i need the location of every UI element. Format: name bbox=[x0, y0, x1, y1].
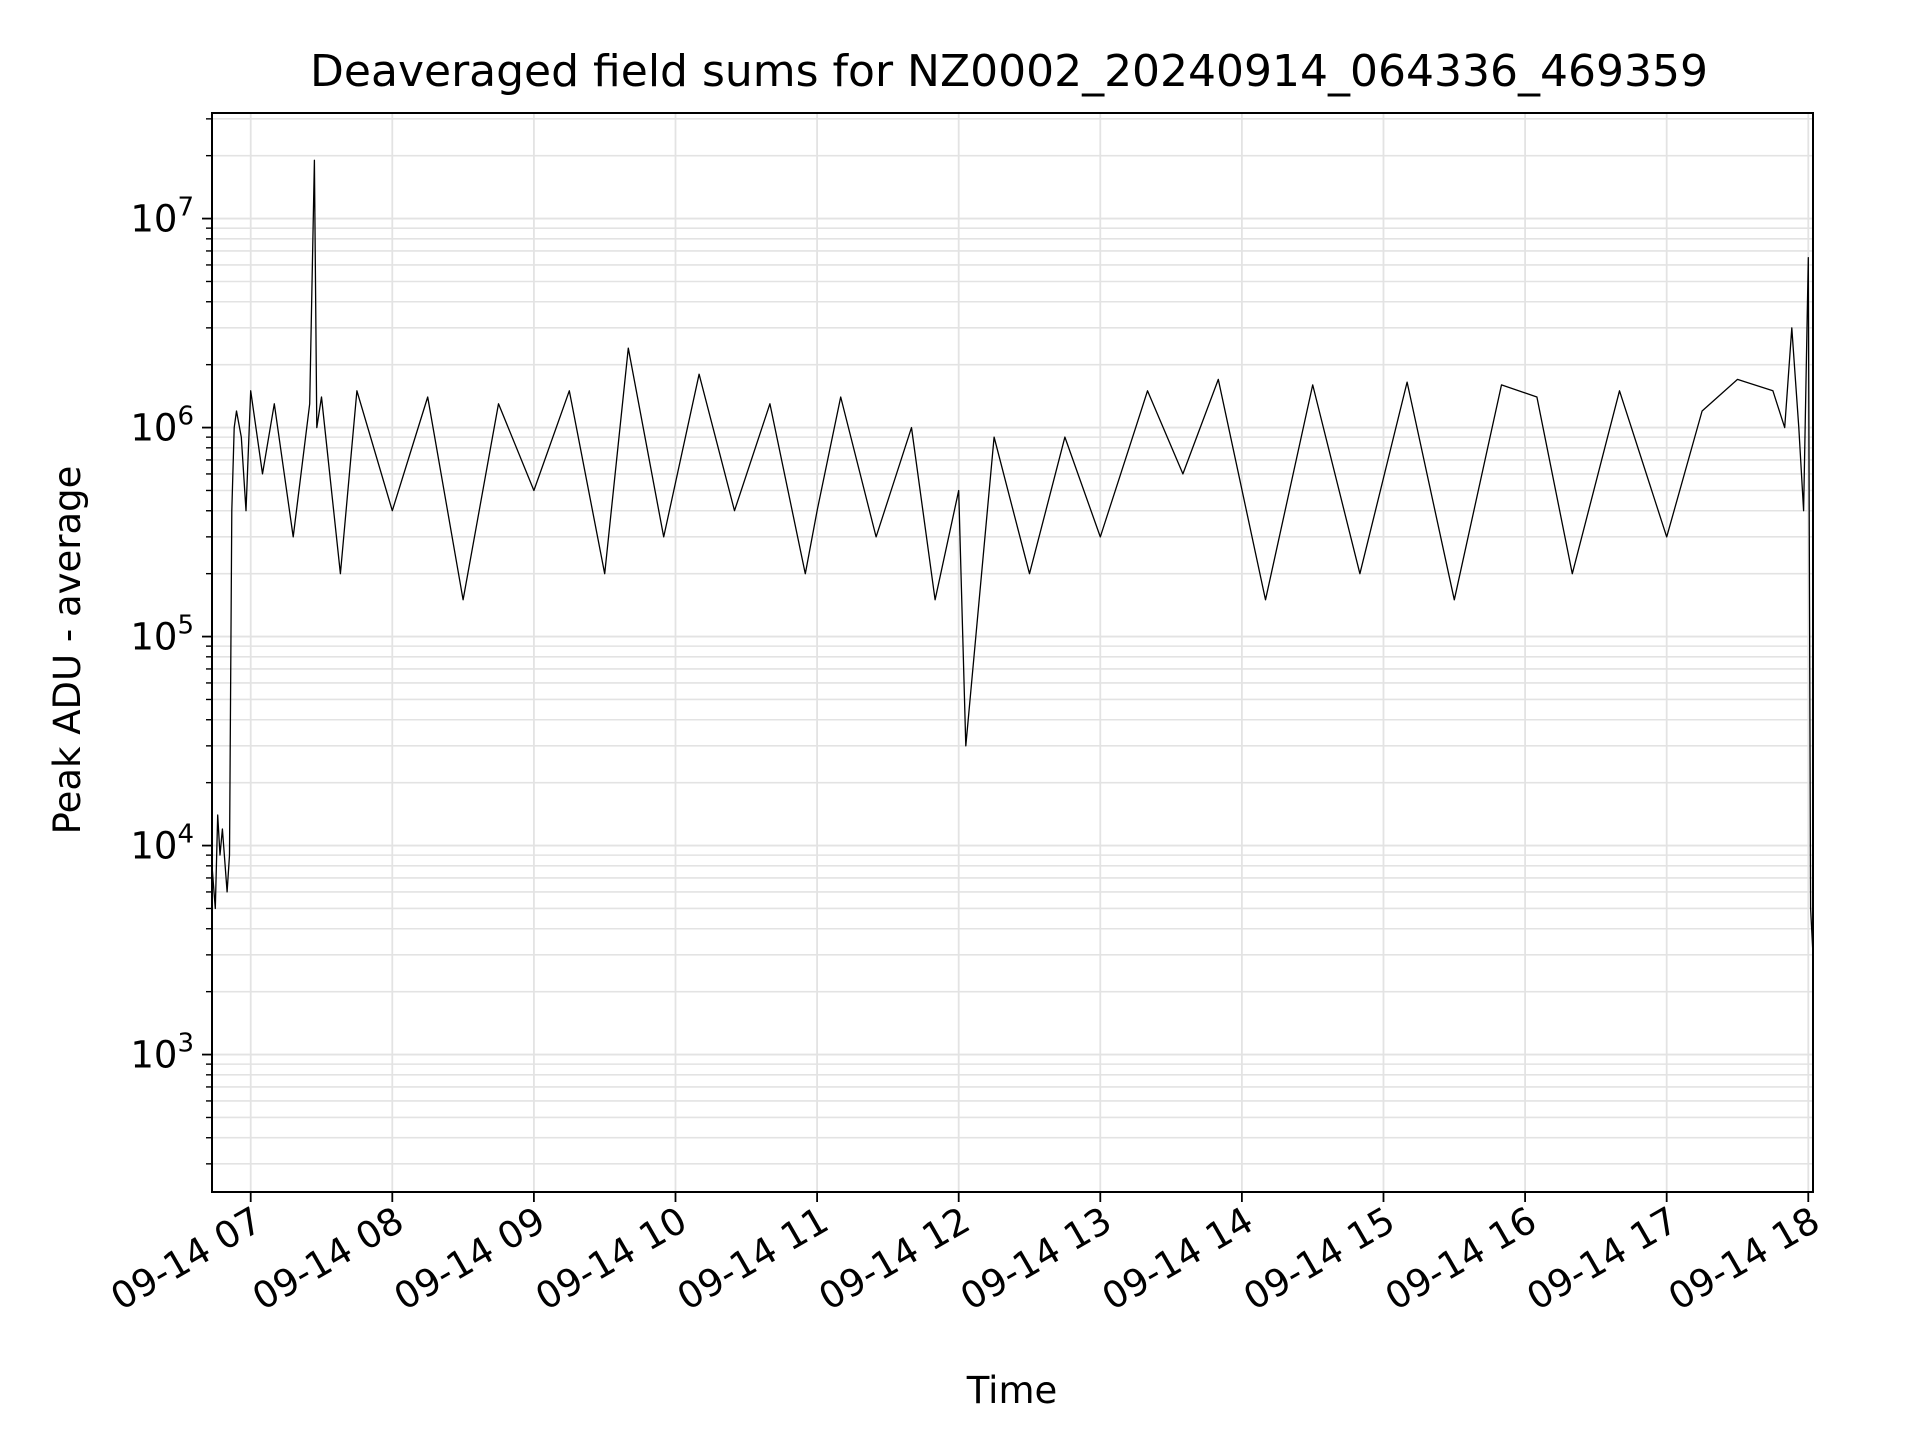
y-axis-label: Peak ADU - average bbox=[46, 466, 89, 835]
y-tick-label: 103 bbox=[130, 1029, 194, 1077]
chart-title: Deaveraged field sums for NZ0002_2024091… bbox=[310, 46, 1708, 97]
minor-grid bbox=[212, 118, 1813, 1165]
y-tick-label: 105 bbox=[130, 611, 194, 659]
x-axis-label: Time bbox=[966, 1369, 1058, 1412]
series-line bbox=[211, 159, 1814, 955]
y-tick-label: 107 bbox=[130, 193, 194, 241]
y-tick-label: 106 bbox=[130, 402, 194, 450]
y-axis: 103 104 105 106 107 bbox=[130, 118, 212, 1165]
plot-frame bbox=[211, 112, 1814, 1193]
y-tick-label: 104 bbox=[130, 820, 194, 868]
